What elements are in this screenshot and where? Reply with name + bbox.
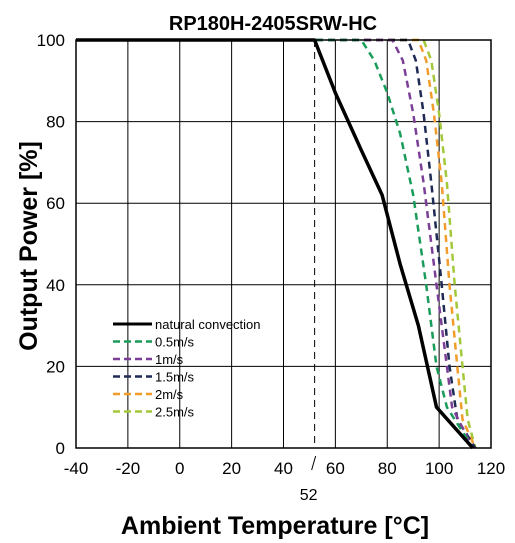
series-line — [76, 38, 477, 449]
legend: natural convection 0.5m/s 1m/s 1.5m/s 2m/s 2.… — [113, 317, 261, 420]
annotation: 52 — [300, 40, 318, 504]
series-line — [76, 38, 477, 449]
y-tick-label: 100 — [37, 31, 65, 50]
y-tick-label: 0 — [56, 439, 65, 458]
y-tick-label: 80 — [46, 113, 65, 132]
annotation-tick — [311, 455, 317, 471]
series-line — [76, 38, 474, 449]
grid — [75, 39, 492, 449]
series-line — [76, 38, 475, 450]
x-tick-label: -40 — [64, 459, 89, 478]
x-tick-label: -20 — [116, 459, 141, 478]
legend-label: 2.5m/s — [155, 405, 195, 420]
legend-label: 1m/s — [155, 352, 184, 367]
series-line — [76, 38, 477, 449]
x-tick-label: 100 — [425, 459, 453, 478]
y-tick-label: 40 — [46, 276, 65, 295]
x-tick-label: 60 — [326, 459, 345, 478]
x-axis-label: Ambient Temperature [°C] — [121, 512, 429, 540]
y-axis-label: Output Power [%] — [15, 141, 43, 351]
annotation-label: 52 — [300, 487, 318, 504]
legend-label: 0.5m/s — [155, 335, 195, 350]
chart-title: RP180H-2405SRW-HC — [169, 13, 377, 35]
series-line — [76, 38, 474, 449]
x-tick-label: 120 — [477, 459, 505, 478]
legend-label: natural convection — [155, 317, 261, 332]
legend-label: 2m/s — [155, 387, 184, 402]
plot-frame — [75, 39, 492, 449]
legend-label: 1.5m/s — [155, 370, 195, 385]
x-tick-label: 20 — [222, 459, 241, 478]
x-tick-labels: -40 -20 0 20 40 60 80 100 120 — [64, 459, 505, 478]
y-tick-label: 60 — [46, 194, 65, 213]
y-tick-labels: 0 20 40 60 80 100 — [37, 31, 65, 458]
x-tick-label: 40 — [274, 459, 293, 478]
x-tick-label: 80 — [378, 459, 397, 478]
x-tick-label: 0 — [175, 459, 184, 478]
y-tick-label: 20 — [46, 357, 65, 376]
series-lines — [76, 38, 477, 450]
